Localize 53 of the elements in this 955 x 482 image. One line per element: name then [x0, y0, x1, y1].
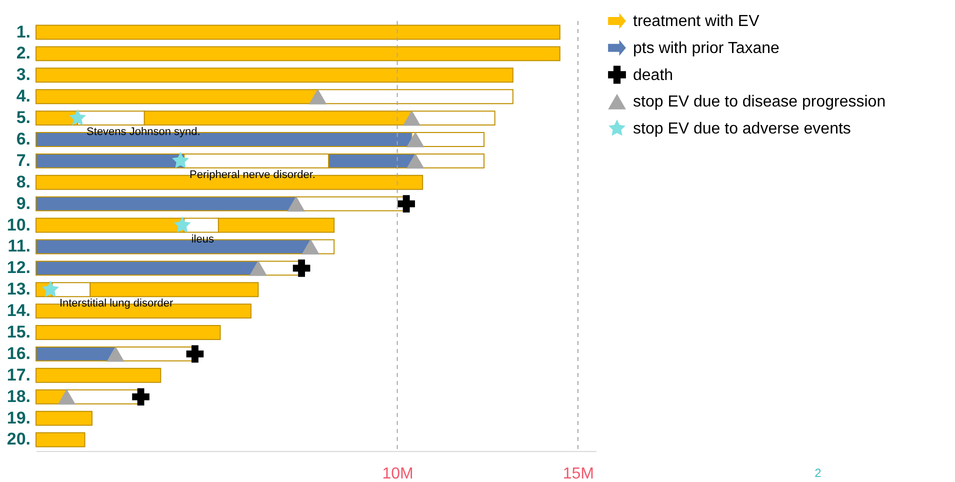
annotation: Stevens Johnson synd. — [86, 126, 200, 138]
y-tick-label: 20. — [6, 430, 30, 449]
bar — [36, 368, 162, 383]
bar — [36, 410, 92, 426]
bar — [36, 24, 560, 40]
point — [186, 345, 204, 363]
y-tick-label: 18. — [6, 386, 30, 406]
point — [402, 110, 421, 126]
bar — [36, 46, 560, 62]
x-tick-label: 10M — [382, 466, 414, 482]
point — [406, 132, 424, 148]
y-tick-label: 3. — [16, 65, 30, 84]
y-tick-label: 10. — [6, 215, 30, 234]
point — [302, 238, 320, 254]
bar — [36, 68, 514, 83]
y-tick-label: 14. — [6, 301, 30, 320]
point — [42, 280, 59, 297]
y-tick-label: 15. — [6, 322, 30, 342]
legend-label: stop EV due to disease progression — [633, 94, 886, 111]
point — [58, 389, 76, 405]
y-tick-label: 2. — [16, 44, 30, 63]
y-tick-label: 7. — [16, 150, 30, 170]
point — [172, 152, 190, 168]
y-tick-label: 8. — [16, 172, 30, 192]
point — [69, 109, 86, 126]
point — [398, 195, 415, 212]
point — [132, 388, 150, 406]
y-tick-label: 6. — [16, 129, 30, 148]
y-tick-label: 9. — [16, 194, 30, 213]
y-tick-label: 16. — [6, 344, 30, 363]
legend-label: treatment with EV — [633, 13, 760, 30]
y-tick-label: 17. — [6, 365, 30, 384]
legend-label: death — [633, 66, 674, 84]
y-tick-label: 1. — [16, 22, 30, 42]
x-tick-label: 15M — [562, 466, 594, 482]
point — [174, 216, 191, 233]
y-tick-label: 12. — [6, 258, 30, 278]
y-tick-label: 4. — [16, 86, 30, 106]
point — [249, 260, 268, 276]
y-tick-label: 11. — [8, 236, 30, 256]
bar — [36, 432, 86, 448]
legend-label: pts with prior Taxane — [633, 40, 780, 57]
point — [308, 88, 327, 104]
point — [287, 196, 306, 212]
legend-label: stop EV due to adverse events — [633, 120, 851, 138]
y-tick-label: 19. — [6, 408, 30, 428]
point — [292, 260, 310, 277]
bar — [36, 325, 221, 340]
point — [106, 346, 124, 362]
text: 2 — [814, 466, 822, 480]
y-tick-label: 5. — [16, 108, 30, 128]
point — [406, 153, 424, 169]
y-tick-label: 13. — [6, 280, 30, 299]
